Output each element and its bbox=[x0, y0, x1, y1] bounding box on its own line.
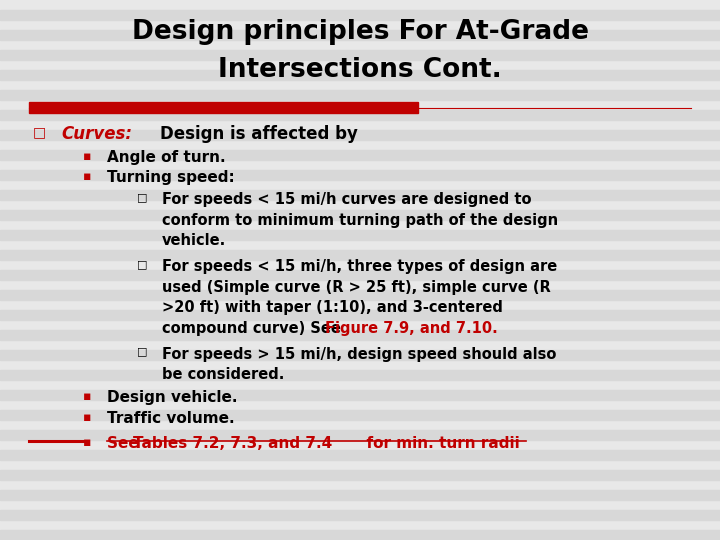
Bar bbox=[0, 530, 720, 540]
Text: Design vehicle.: Design vehicle. bbox=[107, 390, 237, 405]
Text: ▪: ▪ bbox=[83, 170, 91, 183]
Text: Angle of turn.: Angle of turn. bbox=[107, 150, 225, 165]
Bar bbox=[0, 390, 720, 400]
Bar bbox=[0, 510, 720, 520]
Text: used (Simple curve (R > 25 ft), simple curve (R: used (Simple curve (R > 25 ft), simple c… bbox=[162, 280, 551, 295]
Bar bbox=[0, 170, 720, 180]
Bar bbox=[0, 290, 720, 300]
Bar bbox=[0, 310, 720, 320]
Text: be considered.: be considered. bbox=[162, 367, 284, 382]
Bar bbox=[0, 450, 720, 460]
Bar bbox=[0, 90, 720, 100]
Bar bbox=[0, 70, 720, 80]
Text: compound curve) See: compound curve) See bbox=[162, 321, 346, 336]
Bar bbox=[0, 250, 720, 260]
Text: □: □ bbox=[137, 347, 148, 357]
Bar bbox=[0, 130, 720, 140]
Text: Curves:: Curves: bbox=[61, 125, 132, 143]
Text: Design principles For At-Grade: Design principles For At-Grade bbox=[132, 19, 588, 45]
Bar bbox=[0, 330, 720, 340]
Bar bbox=[0, 430, 720, 440]
Bar bbox=[0, 30, 720, 40]
Text: Figure 7.9, and 7.10.: Figure 7.9, and 7.10. bbox=[325, 321, 498, 336]
Text: □: □ bbox=[137, 192, 148, 202]
Text: for min. turn radii: for min. turn radii bbox=[356, 436, 520, 451]
Text: Turning speed:: Turning speed: bbox=[107, 170, 234, 185]
Text: conform to minimum turning path of the design: conform to minimum turning path of the d… bbox=[162, 213, 558, 228]
Text: Design is affected by: Design is affected by bbox=[160, 125, 358, 143]
Bar bbox=[0, 470, 720, 480]
Bar bbox=[0, 190, 720, 200]
Text: Traffic volume.: Traffic volume. bbox=[107, 411, 234, 427]
Bar bbox=[0, 210, 720, 220]
Text: For speeds < 15 mi/h, three types of design are: For speeds < 15 mi/h, three types of des… bbox=[162, 259, 557, 274]
Text: □: □ bbox=[32, 125, 45, 139]
Text: Intersections Cont.: Intersections Cont. bbox=[218, 57, 502, 83]
Bar bbox=[0, 230, 720, 240]
Bar bbox=[0, 50, 720, 60]
Text: For speeds < 15 mi/h curves are designed to: For speeds < 15 mi/h curves are designed… bbox=[162, 192, 531, 207]
Text: ▪: ▪ bbox=[83, 436, 91, 449]
Bar bbox=[0, 270, 720, 280]
Bar bbox=[29, 102, 418, 113]
Text: ▪: ▪ bbox=[83, 411, 91, 424]
Bar bbox=[0, 370, 720, 380]
Bar bbox=[0, 10, 720, 20]
Text: ▪: ▪ bbox=[83, 150, 91, 163]
Bar bbox=[0, 350, 720, 360]
Text: □: □ bbox=[137, 259, 148, 269]
Text: vehicle.: vehicle. bbox=[162, 233, 226, 248]
Bar bbox=[0, 410, 720, 420]
Text: ▪: ▪ bbox=[83, 390, 91, 403]
Text: For speeds > 15 mi/h, design speed should also: For speeds > 15 mi/h, design speed shoul… bbox=[162, 347, 557, 362]
Text: >20 ft) with taper (1:10), and 3-centered: >20 ft) with taper (1:10), and 3-centere… bbox=[162, 300, 503, 315]
Text: Tables 7.2, 7.3, and 7.4: Tables 7.2, 7.3, and 7.4 bbox=[133, 436, 333, 451]
Bar bbox=[0, 150, 720, 160]
Bar bbox=[0, 110, 720, 120]
Text: See: See bbox=[107, 436, 143, 451]
Bar bbox=[0, 490, 720, 500]
